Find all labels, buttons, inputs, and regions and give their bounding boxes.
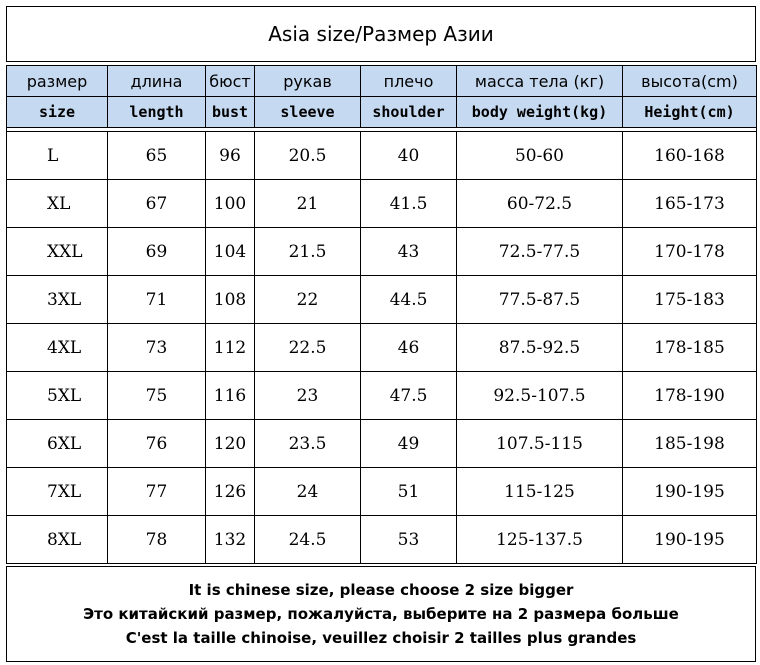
header-spacer — [6, 127, 757, 132]
table-cell: 47.5 — [360, 371, 457, 420]
table-cell: 185-198 — [622, 419, 757, 468]
table-row: 8XL 78 132 24.5 53 125-137.5 190-195 — [6, 515, 757, 564]
header-row-en: size length bust sleeve shoulder body we… — [6, 96, 757, 128]
header-cell: size — [6, 96, 108, 128]
table-row: XXL 69 104 21.5 43 72.5-77.5 170-178 — [6, 227, 757, 276]
table-cell: 78 — [107, 515, 206, 564]
size-label-cell: 4XL — [6, 323, 108, 372]
table-cell: 67 — [107, 179, 206, 228]
size-label-cell: 5XL — [6, 371, 108, 420]
table-row: 6XL 76 120 23.5 49 107.5-115 185-198 — [6, 419, 757, 468]
table-cell: 160-168 — [622, 131, 757, 180]
header-cell: shoulder — [360, 96, 457, 128]
table-row: 4XL 73 112 22.5 46 87.5-92.5 178-185 — [6, 323, 757, 372]
size-label-cell: 6XL — [6, 419, 108, 468]
table-cell: 75 — [107, 371, 206, 420]
table-cell: 44.5 — [360, 275, 457, 324]
table-cell: 20.5 — [254, 131, 361, 180]
table-cell: 53 — [360, 515, 457, 564]
header-cell: bust — [205, 96, 255, 128]
table-cell: 21 — [254, 179, 361, 228]
table-row: XL 67 100 21 41.5 60-72.5 165-173 — [6, 179, 757, 228]
size-label-cell: L — [6, 131, 108, 180]
table-cell: 22.5 — [254, 323, 361, 372]
size-label-cell: XL — [6, 179, 108, 228]
table-cell: 46 — [360, 323, 457, 372]
table-cell: 43 — [360, 227, 457, 276]
table-cell: 170-178 — [622, 227, 757, 276]
table-cell: 21.5 — [254, 227, 361, 276]
header-cell: body weight(kg) — [456, 96, 623, 128]
note-line-en: It is chinese size, please choose 2 size… — [188, 581, 574, 599]
table-cell: 165-173 — [622, 179, 757, 228]
table-cell: 125-137.5 — [456, 515, 623, 564]
table-cell: 77 — [107, 467, 206, 516]
header-row-ru: размер длина бюст рукав плечо масса тела… — [6, 65, 757, 97]
table-cell: 132 — [205, 515, 255, 564]
table-cell: 23 — [254, 371, 361, 420]
table-cell: 100 — [205, 179, 255, 228]
table-cell: 104 — [205, 227, 255, 276]
table-cell: 120 — [205, 419, 255, 468]
size-notes: It is chinese size, please choose 2 size… — [6, 566, 756, 662]
header-cell: рукав — [254, 65, 361, 97]
chart-title: Asia size/Размер Азии — [6, 6, 756, 62]
size-table: размер длина бюст рукав плечо масса тела… — [6, 65, 757, 564]
table-body: L 65 96 20.5 40 50-60 160-168 XL 67 100 21 41.5 60-7… — [6, 131, 757, 564]
table-cell: 72.5-77.5 — [456, 227, 623, 276]
size-label-cell: XXL — [6, 227, 108, 276]
table-cell: 73 — [107, 323, 206, 372]
header-cell: размер — [6, 65, 108, 97]
table-cell: 50-60 — [456, 131, 623, 180]
table-cell: 126 — [205, 467, 255, 516]
header-cell: длина — [107, 65, 206, 97]
header-cell: плечо — [360, 65, 457, 97]
note-line-ru: Это китайский размер, пожалуйста, выбери… — [83, 605, 679, 623]
table-cell: 23.5 — [254, 419, 361, 468]
table-cell: 96 — [205, 131, 255, 180]
table-cell: 178-190 — [622, 371, 757, 420]
table-cell: 107.5-115 — [456, 419, 623, 468]
size-label-cell: 8XL — [6, 515, 108, 564]
table-cell: 22 — [254, 275, 361, 324]
table-cell: 92.5-107.5 — [456, 371, 623, 420]
table-cell: 24 — [254, 467, 361, 516]
table-cell: 49 — [360, 419, 457, 468]
header-cell: высота(cm) — [622, 65, 757, 97]
table-cell: 69 — [107, 227, 206, 276]
table-cell: 175-183 — [622, 275, 757, 324]
header-cell: sleeve — [254, 96, 361, 128]
note-line-fr: C'est la taille chinoise, veuillez chois… — [125, 629, 637, 647]
size-label-cell: 3XL — [6, 275, 108, 324]
header-cell: масса тела (кг) — [456, 65, 623, 97]
table-cell: 24.5 — [254, 515, 361, 564]
table-cell: 71 — [107, 275, 206, 324]
table-cell: 190-195 — [622, 467, 757, 516]
header-cell: Height(cm) — [622, 96, 757, 128]
size-label-cell: 7XL — [6, 467, 108, 516]
table-cell: 76 — [107, 419, 206, 468]
table-cell: 112 — [205, 323, 255, 372]
header-cell: length — [107, 96, 206, 128]
table-cell: 60-72.5 — [456, 179, 623, 228]
table-cell: 51 — [360, 467, 457, 516]
table-cell: 87.5-92.5 — [456, 323, 623, 372]
table-cell: 40 — [360, 131, 457, 180]
table-cell: 108 — [205, 275, 255, 324]
table-cell: 115-125 — [456, 467, 623, 516]
table-cell: 178-185 — [622, 323, 757, 372]
table-cell: 65 — [107, 131, 206, 180]
table-row: 5XL 75 116 23 47.5 92.5-107.5 178-190 — [6, 371, 757, 420]
table-row: 3XL 71 108 22 44.5 77.5-87.5 175-183 — [6, 275, 757, 324]
spacer-cell — [6, 127, 757, 132]
table-cell: 77.5-87.5 — [456, 275, 623, 324]
table-row: L 65 96 20.5 40 50-60 160-168 — [6, 131, 757, 180]
table-cell: 190-195 — [622, 515, 757, 564]
header-cell: бюст — [205, 65, 255, 97]
table-cell: 116 — [205, 371, 255, 420]
table-cell: 41.5 — [360, 179, 457, 228]
table-row: 7XL 77 126 24 51 115-125 190-195 — [6, 467, 757, 516]
